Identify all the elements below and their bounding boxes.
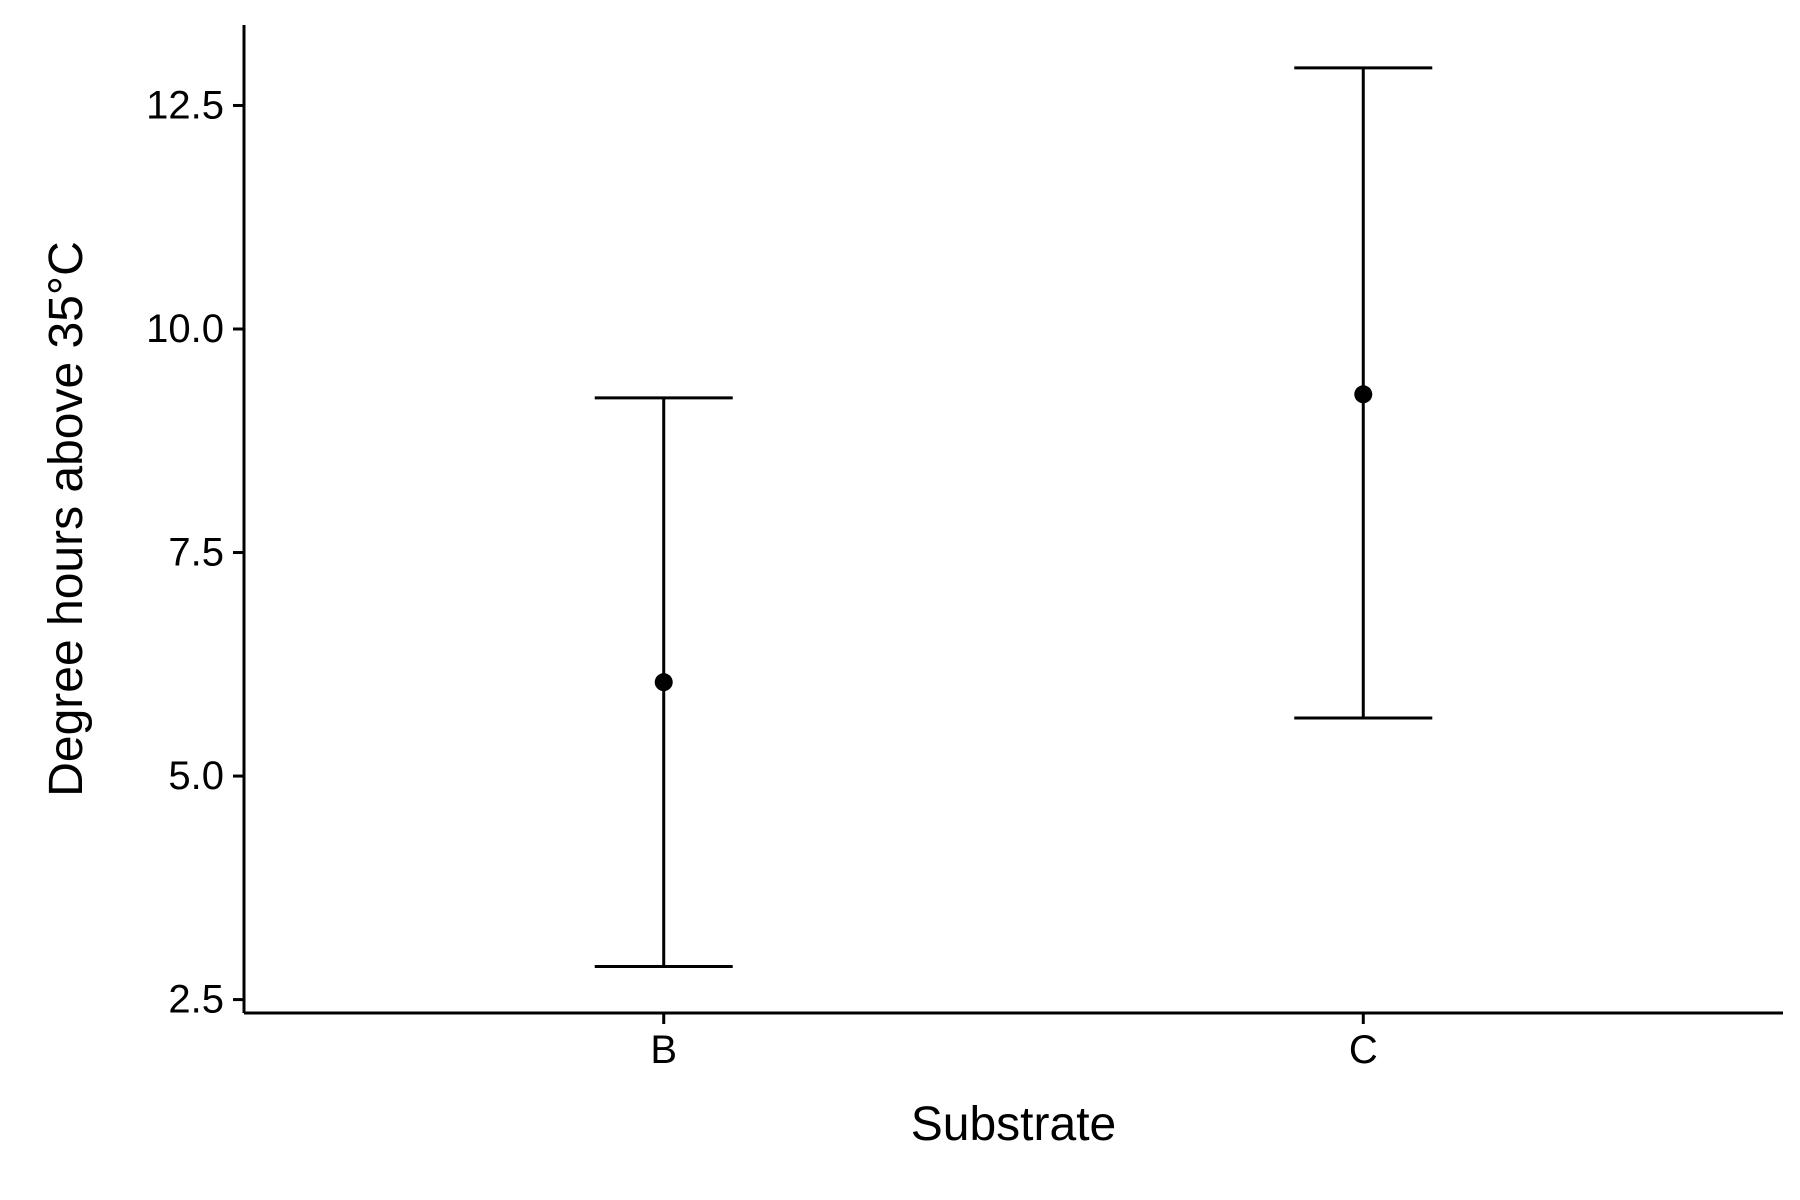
x-axis-title: Substrate: [911, 1098, 1116, 1151]
data-point: [654, 673, 673, 692]
data-point: [1354, 385, 1373, 404]
y-tick-label: 5.0: [168, 754, 224, 798]
y-axis: 2.5 5.0 7.5 10.0 12.5: [146, 25, 246, 1022]
y-tick-label: 2.5: [168, 978, 224, 1022]
x-tick-label: C: [1349, 1028, 1378, 1072]
y-axis-title: Degree hours above 35°C: [40, 241, 93, 797]
y-tick-label: 10.0: [146, 307, 224, 351]
y-tick-label: 7.5: [168, 531, 224, 575]
x-tick-label: B: [650, 1028, 677, 1072]
y-tick-label: 12.5: [146, 83, 224, 127]
plot-marks: [594, 66, 1433, 969]
